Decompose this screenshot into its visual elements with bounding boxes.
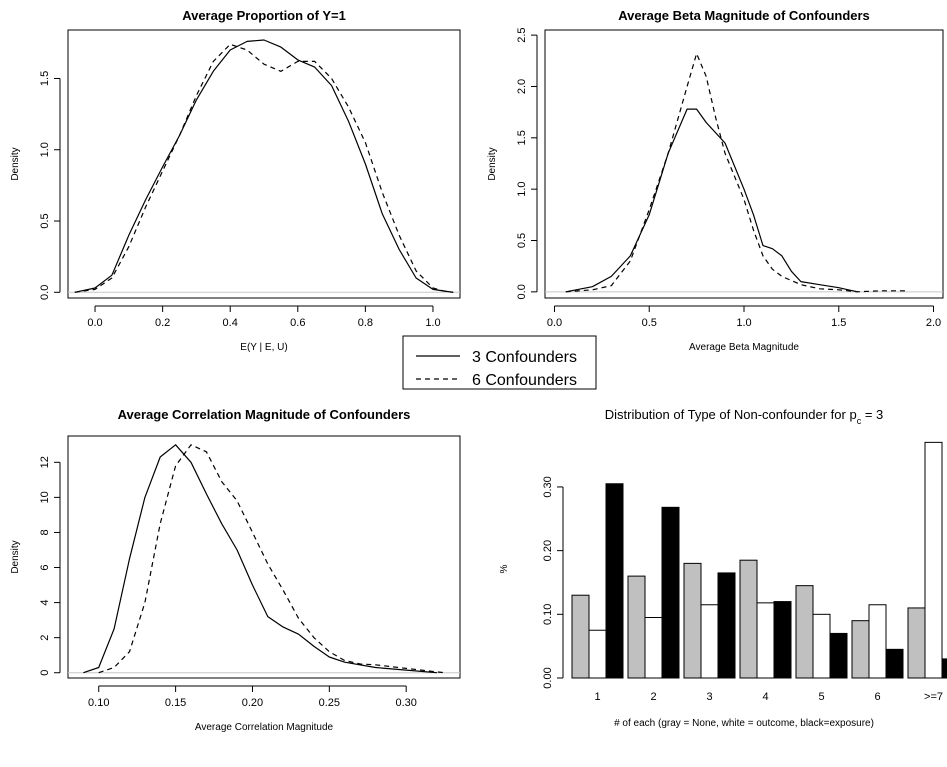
- bar-outcome: [644, 617, 663, 679]
- y-tick-label: 0.20: [542, 540, 554, 561]
- x-tick-label: 2: [650, 691, 656, 703]
- bar-none: [627, 575, 646, 679]
- density-panel-beta: Average Beta Magnitude of Confounders Ave…: [487, 8, 944, 353]
- x-tick-label: 0.10: [88, 697, 109, 709]
- x-tick-label: 4: [762, 691, 768, 703]
- x-tick-label: 0.0: [547, 317, 562, 329]
- bar-none: [795, 585, 814, 679]
- bar-panel-nonconfounder: Distribution of Type of Non-confounder f…: [499, 407, 947, 729]
- y-tick-label: 1.5: [39, 71, 51, 86]
- x-tick-label: >=7: [924, 691, 943, 703]
- density-curve-dashed: [565, 52, 907, 293]
- bar-exposure: [661, 506, 680, 679]
- bar-exposure: [717, 572, 736, 679]
- y-tick-label: 0.5: [39, 213, 51, 228]
- bar-none: [851, 620, 870, 679]
- bar-none: [739, 559, 758, 679]
- bar-outcome: [868, 604, 887, 679]
- x-tick-label: 0.2: [155, 317, 170, 329]
- y-tick-label: 2.0: [516, 79, 528, 94]
- x-axis-label: Average Correlation Magnitude: [195, 722, 334, 733]
- x-tick-label: 1.0: [736, 317, 751, 329]
- bar-outcome: [924, 441, 943, 679]
- density-panel-proportion: Average Proportion of Y=1 E(Y | E, U) Dens…: [10, 8, 461, 353]
- y-tick-label: 0.10: [542, 604, 554, 625]
- x-tick-label: 0.30: [395, 697, 416, 709]
- x-tick-label: 0.8: [358, 317, 373, 329]
- y-tick-label: 0.00: [542, 667, 554, 688]
- x-tick-label: 5: [818, 691, 824, 703]
- chart-title: Distribution of Type of Non-confounder f…: [605, 407, 884, 426]
- y-axis-label: %: [499, 564, 510, 573]
- x-tick-label: 0.4: [223, 317, 238, 329]
- x-tick-label: 0.0: [87, 317, 102, 329]
- x-axis-label: # of each (gray = None, white = outcome,…: [614, 718, 874, 729]
- y-axis-label: Density: [10, 540, 21, 573]
- chart-title: Average Beta Magnitude of Confounders: [618, 8, 870, 23]
- x-axis-label: E(Y | E, U): [240, 342, 287, 353]
- x-tick-label: 1: [594, 691, 600, 703]
- x-tick-label: 0.5: [642, 317, 657, 329]
- y-tick-label: 4: [39, 600, 51, 606]
- legend-entry-label: 3 Confounders: [472, 349, 577, 366]
- density-curve-dashed: [98, 444, 445, 674]
- y-tick-label: 0.0: [39, 285, 51, 300]
- bar-none: [571, 594, 590, 679]
- x-tick-label: 0.25: [319, 697, 340, 709]
- legend-box: [402, 335, 597, 390]
- y-axis-label: Density: [487, 147, 498, 180]
- plot-frame: [67, 435, 461, 679]
- y-tick-label: 2: [39, 635, 51, 641]
- y-tick-label: 6: [39, 564, 51, 570]
- legend-entry-label: 6 Confounders: [472, 372, 577, 389]
- y-tick-label: 0.5: [516, 233, 528, 248]
- density-curve-dashed: [74, 43, 454, 293]
- x-tick-label: 3: [706, 691, 712, 703]
- y-tick-label: 0.30: [542, 476, 554, 497]
- bar-none: [683, 562, 702, 679]
- y-tick-label: 2.5: [516, 27, 528, 42]
- bar-outcome: [756, 602, 775, 679]
- plot-frame: [544, 29, 944, 299]
- x-tick-label: 6: [874, 691, 880, 703]
- chart-title: Average Correlation Magnitude of Confoun…: [118, 407, 411, 422]
- bar-exposure: [885, 648, 904, 679]
- y-tick-label: 10: [39, 491, 51, 503]
- bar-exposure: [773, 601, 792, 679]
- y-tick-label: 0.0: [516, 284, 528, 299]
- bar-none: [907, 607, 926, 679]
- x-tick-label: 1.5: [831, 317, 846, 329]
- y-tick-label: 8: [39, 529, 51, 535]
- x-axis-label: Average Beta Magnitude: [689, 342, 799, 353]
- density-curve-solid: [74, 39, 454, 293]
- y-tick-label: 1.0: [516, 182, 528, 197]
- bar-exposure: [605, 483, 624, 679]
- y-tick-label: 12: [39, 456, 51, 468]
- y-axis-label: Density: [10, 147, 21, 180]
- x-tick-label: 0.15: [165, 697, 186, 709]
- bar-outcome: [812, 613, 831, 679]
- bar-outcome: [588, 629, 607, 679]
- y-tick-label: 1.0: [39, 142, 51, 157]
- x-tick-label: 2.0: [926, 317, 941, 329]
- y-tick-label: 0: [39, 670, 51, 676]
- x-tick-label: 0.20: [242, 697, 263, 709]
- bar-outcome: [700, 604, 719, 679]
- density-curve-solid: [83, 444, 437, 674]
- plot-frame: [67, 29, 461, 299]
- x-tick-label: 1.0: [425, 317, 440, 329]
- legend: 3 Confounders 6 Confounders: [402, 335, 597, 390]
- density-panel-correlation: Average Correlation Magnitude of Confoun…: [10, 407, 461, 733]
- bar-exposure: [941, 658, 947, 679]
- x-tick-label: 0.6: [290, 317, 305, 329]
- y-tick-label: 1.5: [516, 130, 528, 145]
- chart-title: Average Proportion of Y=1: [182, 8, 346, 23]
- density-curve-solid: [565, 108, 858, 293]
- bar-exposure: [829, 632, 848, 679]
